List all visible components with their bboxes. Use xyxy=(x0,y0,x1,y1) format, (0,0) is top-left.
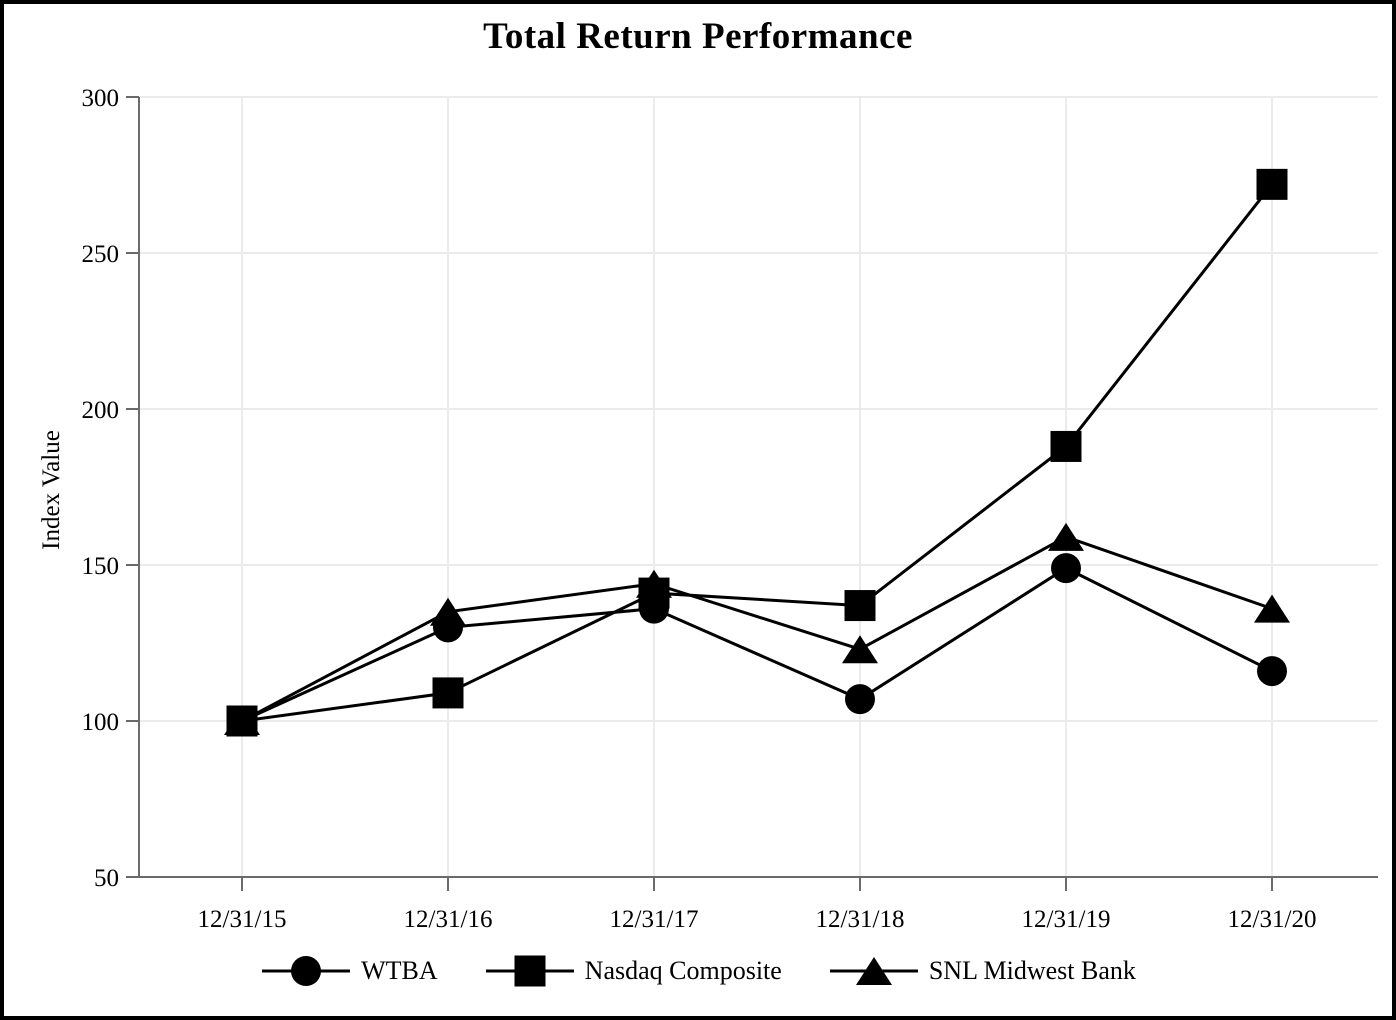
x-tick-label: 12/31/15 xyxy=(198,906,287,933)
marker-square xyxy=(1050,430,1082,462)
marker-square xyxy=(226,705,258,737)
y-tick-label: 300 xyxy=(82,85,120,112)
x-tick-label: 12/31/20 xyxy=(1228,906,1317,933)
series-line-nasdaq-composite xyxy=(241,183,1274,723)
marker-circle xyxy=(433,612,463,643)
legend-label: Nasdaq Composite xyxy=(584,956,782,985)
series-line-wtba xyxy=(241,566,1273,723)
y-tick-label: 100 xyxy=(82,709,120,736)
marker-circle xyxy=(1257,656,1287,687)
y-tick-label: 50 xyxy=(94,865,119,892)
series-line-snl-midwest-bank xyxy=(241,535,1273,723)
marker-circle xyxy=(291,956,322,986)
chart-title: Total Return Performance xyxy=(483,16,913,57)
legend-label: WTBA xyxy=(361,956,438,985)
x-tick-label: 12/31/19 xyxy=(1022,906,1111,933)
marker-triangle xyxy=(842,635,878,664)
legend-item-wtba: WTBA xyxy=(260,954,438,988)
marker-triangle xyxy=(1254,594,1290,623)
x-tick-label: 12/31/16 xyxy=(404,906,493,933)
y-tick-label: 200 xyxy=(82,397,120,424)
legend-label: SNL Midwest Bank xyxy=(928,956,1136,985)
legend-item-nasdaq-composite: Nasdaq Composite xyxy=(484,954,782,988)
marker-square xyxy=(1256,168,1288,200)
marker-triangle xyxy=(1048,522,1084,551)
marker-square xyxy=(514,955,546,987)
legend: WTBA Nasdaq Composite SNL Midwest Bank xyxy=(0,954,1396,988)
y-tick-label: 250 xyxy=(82,241,120,268)
marker-square xyxy=(638,577,670,609)
marker-circle xyxy=(1051,553,1081,584)
legend-square-icon xyxy=(485,955,574,987)
marker-square xyxy=(432,677,464,709)
legend-triangle-icon xyxy=(829,957,918,985)
legend-item-snl-midwest-bank: SNL Midwest Bank xyxy=(828,954,1136,988)
x-tick-label: 12/31/17 xyxy=(610,906,699,933)
legend-circle-icon xyxy=(262,956,351,986)
marker-square xyxy=(844,590,876,622)
y-tick-label: 150 xyxy=(82,553,120,580)
x-tick-label: 12/31/18 xyxy=(816,906,905,933)
marker-triangle xyxy=(855,957,892,985)
marker-circle xyxy=(845,684,875,715)
